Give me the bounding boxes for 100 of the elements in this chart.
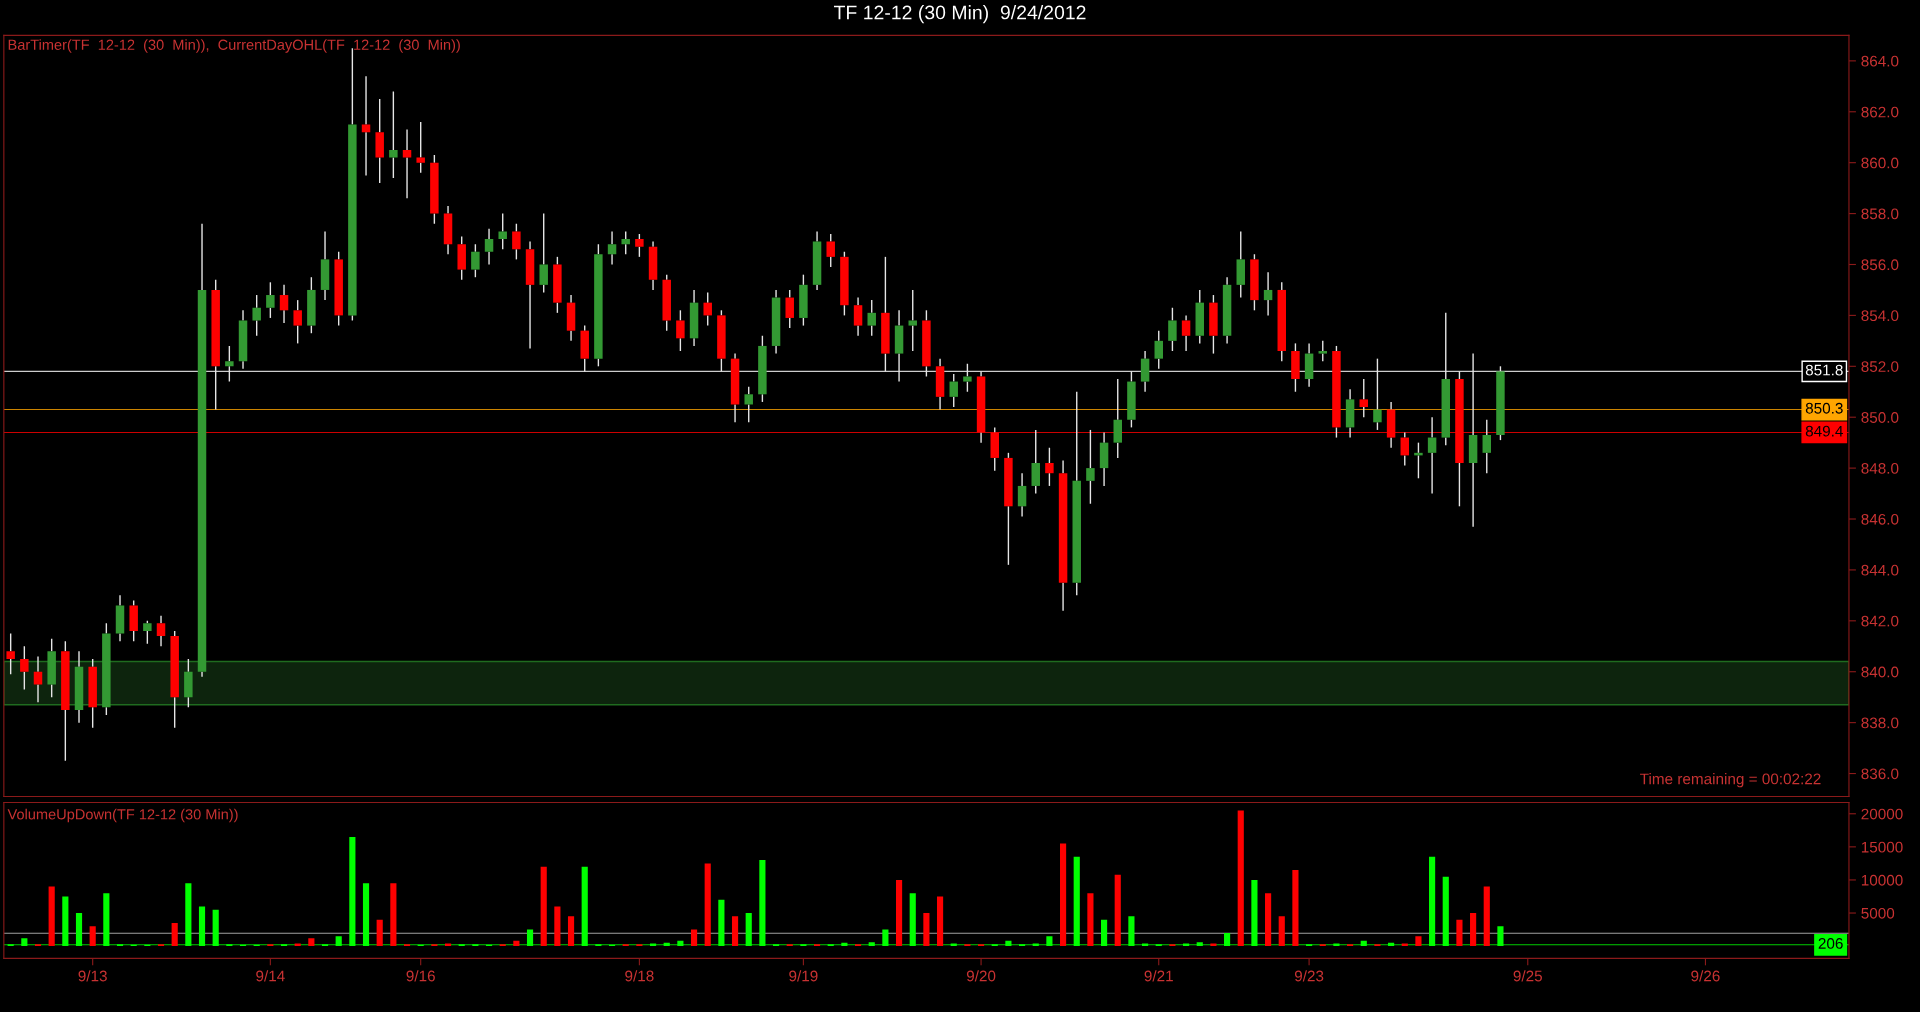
candlestick <box>115 594 125 642</box>
x-tick-label: 9/18 <box>625 970 654 982</box>
candlestick <box>402 128 412 200</box>
y-tick-label: 846.0 <box>1861 513 1899 525</box>
candlestick <box>1058 459 1068 612</box>
candlestick <box>1181 314 1191 352</box>
x-tick-label: 9/21 <box>1144 970 1173 982</box>
candlestick <box>197 223 207 678</box>
bar <box>308 938 315 947</box>
y-tick-label: 858.0 <box>1861 208 1899 220</box>
bar <box>1114 874 1121 947</box>
candlestick <box>1263 271 1273 317</box>
bar <box>89 926 96 947</box>
candlestick <box>908 289 917 352</box>
candlestick <box>689 289 699 347</box>
bar <box>376 919 383 947</box>
candlestick <box>1345 388 1355 439</box>
candlestick <box>1086 429 1095 505</box>
candlestick <box>443 205 453 256</box>
y-tick-label: 862.0 <box>1861 106 1899 118</box>
candlestick <box>1140 350 1150 393</box>
candlestick <box>74 650 84 724</box>
bar <box>567 916 575 947</box>
bar <box>1278 916 1285 947</box>
bar <box>444 943 452 947</box>
y-tick-label: 10000 <box>1861 874 1903 886</box>
bar <box>294 943 301 947</box>
y-tick-label: 836.0 <box>1861 768 1899 780</box>
y-tick-label: 20000 <box>1861 808 1903 820</box>
y-tick-label: 852.0 <box>1861 361 1899 372</box>
y-tick-label: 844.0 <box>1861 564 1899 576</box>
candlestick <box>1017 472 1027 518</box>
candlestick <box>1468 352 1478 528</box>
bar <box>1060 843 1067 947</box>
bar <box>1292 870 1299 947</box>
chart-title: VolumeUpDown(TF 12-12 (30 Min)) <box>7 808 238 823</box>
bar <box>390 883 397 947</box>
candlestick <box>156 615 166 647</box>
candlestick <box>1222 276 1232 345</box>
candlestick <box>566 294 576 342</box>
x-tick-label: 9/13 <box>78 970 107 982</box>
y-tick-label: 838.0 <box>1861 717 1899 729</box>
bar <box>1401 943 1408 947</box>
x-tick-label: 9/26 <box>1691 970 1720 982</box>
x-tick-label: 9/25 <box>1513 970 1542 982</box>
candlestick <box>853 296 863 337</box>
candlestick <box>935 357 945 411</box>
candlestick <box>320 230 330 301</box>
x-tick-label: 9/19 <box>789 970 818 982</box>
y-tick-label: 15000 <box>1861 841 1903 853</box>
ref-line-label: 851.8 <box>1805 364 1843 376</box>
candlestick <box>525 240 535 350</box>
ref-line-label: 206 <box>1818 938 1843 949</box>
y-tick-label: 842.0 <box>1861 615 1899 627</box>
bar <box>923 913 930 947</box>
x-tick-label: 9/16 <box>406 970 435 982</box>
bar <box>171 922 178 947</box>
candlestick <box>648 240 658 291</box>
y-tick-label: 840.0 <box>1861 666 1899 678</box>
bar <box>48 886 55 947</box>
x-tick-label: 9/20 <box>966 970 996 982</box>
candlestick <box>812 230 822 291</box>
annotation: BarTimer(TF 12-12 (30 Min)), CurrentDayOHL(TF 12-12 (30 Min)) <box>8 39 460 53</box>
bar <box>704 863 711 947</box>
y-tick-label: 860.0 <box>1861 157 1899 169</box>
candlestick <box>279 284 289 324</box>
bar <box>1470 913 1477 947</box>
bar <box>1456 919 1463 947</box>
x-tick-label: 9/23 <box>1294 970 1324 982</box>
candlestick <box>484 228 494 266</box>
y-tick-label: 856.0 <box>1861 259 1899 271</box>
candlestick <box>730 352 740 423</box>
candlestick <box>607 230 617 266</box>
ref-line-label: 849.4 <box>1805 425 1843 437</box>
bar <box>1087 893 1094 947</box>
bar <box>1237 810 1244 947</box>
bar <box>554 906 561 947</box>
candlestick <box>894 309 904 383</box>
y-tick-label: 848.0 <box>1861 462 1899 474</box>
bar <box>936 896 944 947</box>
bar <box>1483 886 1490 947</box>
bar <box>540 866 547 947</box>
candlestick <box>771 289 781 355</box>
bar <box>1265 893 1272 947</box>
candlestick <box>1427 416 1437 495</box>
candlestick <box>389 90 398 179</box>
candlestick <box>238 309 248 370</box>
bar <box>895 879 903 947</box>
bar <box>690 929 698 947</box>
bar <box>731 916 739 947</box>
chart-title: TF 12-12 (30 Min) 9/24/2012 <box>833 5 1086 24</box>
bar <box>513 940 520 947</box>
bar <box>1210 943 1217 947</box>
y-tick-label: 850.0 <box>1861 412 1899 423</box>
bar <box>1415 936 1422 947</box>
candlestick <box>1304 342 1314 388</box>
ref-line-label: 850.3 <box>1805 402 1843 414</box>
y-tick-label: 864.0 <box>1861 55 1899 67</box>
candlestick <box>375 98 384 184</box>
annotation: Time remaining = 00:02:22 <box>1640 773 1821 788</box>
